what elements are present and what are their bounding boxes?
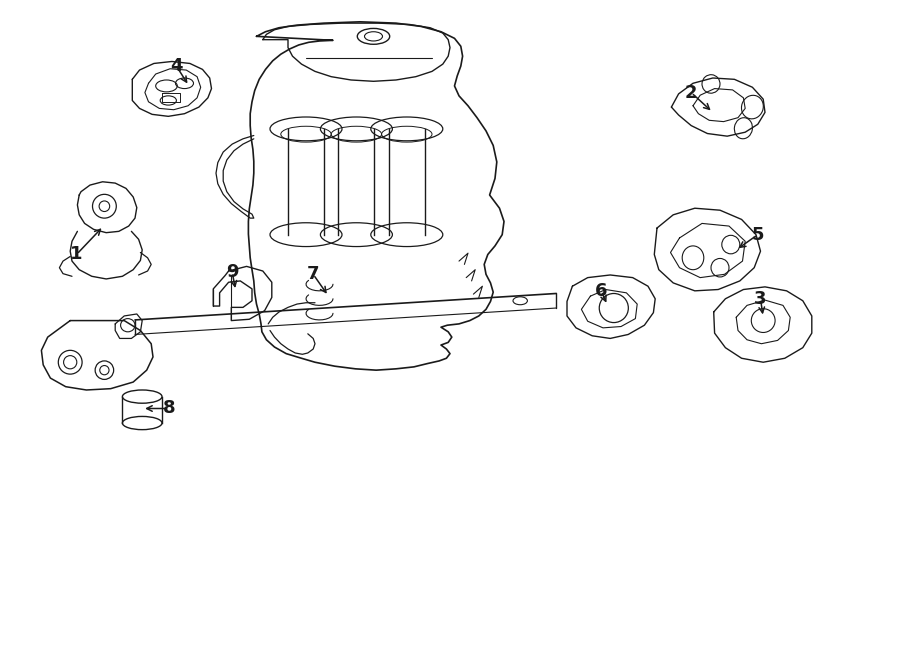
Text: 8: 8 — [163, 399, 176, 418]
Text: 7: 7 — [307, 265, 320, 284]
Text: 9: 9 — [226, 263, 239, 282]
Text: 2: 2 — [685, 83, 698, 102]
Text: 5: 5 — [752, 225, 764, 244]
Text: 3: 3 — [754, 290, 767, 308]
Text: 6: 6 — [595, 282, 608, 300]
Text: 4: 4 — [170, 57, 183, 75]
Text: 1: 1 — [70, 245, 83, 264]
